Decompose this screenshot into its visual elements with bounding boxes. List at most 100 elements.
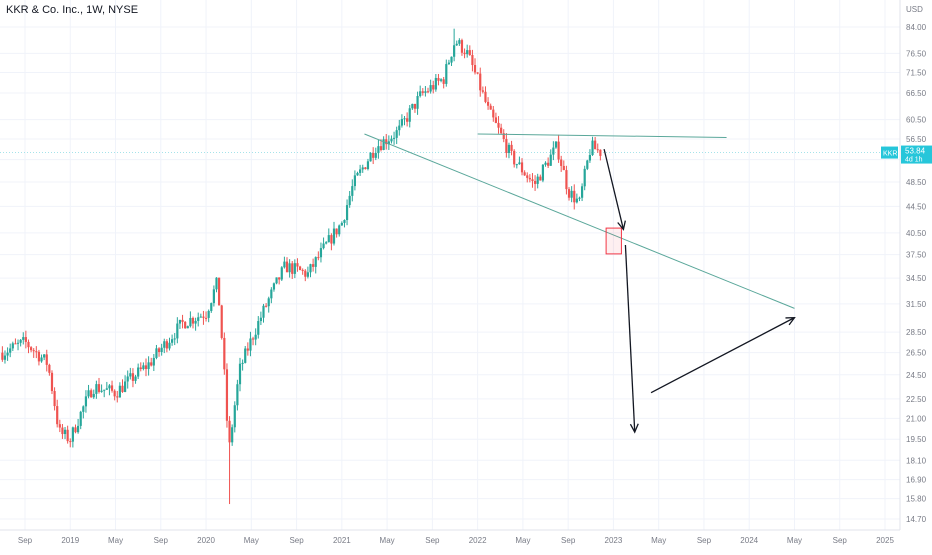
- candle: [43, 354, 46, 361]
- candle: [144, 358, 148, 377]
- last-price-badge: [901, 145, 932, 164]
- time-tick-label: 2021: [333, 536, 351, 545]
- candle: [184, 320, 187, 329]
- candle-body: [37, 351, 41, 362]
- candle-body: [87, 390, 90, 397]
- candle-body: [330, 235, 333, 244]
- candle-body: [176, 323, 179, 339]
- candle-body: [181, 319, 184, 322]
- candle-body: [74, 427, 77, 433]
- candle: [432, 80, 435, 94]
- candle: [220, 304, 223, 340]
- candle-body: [50, 372, 54, 392]
- candle: [82, 405, 85, 419]
- candle-body: [364, 167, 367, 170]
- candle: [278, 277, 281, 285]
- candle-body: [484, 91, 487, 102]
- candle: [552, 141, 555, 161]
- candle-body: [466, 50, 469, 55]
- candle: [3, 350, 7, 364]
- candle-body: [197, 317, 200, 321]
- candle-body: [351, 186, 354, 196]
- candle-body: [400, 119, 404, 126]
- candle-body: [241, 362, 244, 364]
- candle: [450, 56, 453, 66]
- candle: [588, 149, 592, 163]
- candle: [505, 133, 508, 158]
- candle-body: [468, 50, 471, 56]
- candle-body: [562, 165, 565, 171]
- candle-body: [278, 277, 281, 280]
- candle-body: [139, 367, 142, 369]
- candle: [241, 359, 244, 371]
- candle-body: [343, 220, 346, 223]
- candle-body: [121, 385, 124, 392]
- candle-body: [327, 235, 330, 243]
- candle: [364, 166, 367, 170]
- candle: [539, 174, 542, 181]
- candle-body: [594, 140, 597, 150]
- candle-body: [560, 159, 563, 166]
- candle: [528, 174, 531, 183]
- candle: [442, 76, 445, 89]
- candle: [265, 303, 268, 308]
- candle: [419, 85, 422, 98]
- candle: [9, 343, 12, 358]
- candle-body: [90, 390, 93, 398]
- candle: [327, 228, 330, 243]
- currency-label: USD: [906, 5, 923, 14]
- candle: [32, 348, 35, 358]
- time-tick-label: 2019: [61, 536, 79, 545]
- candle: [223, 332, 226, 375]
- candle-body: [129, 373, 132, 377]
- candle: [544, 161, 547, 167]
- candle-body: [518, 162, 521, 165]
- candle: [246, 342, 249, 356]
- candle: [497, 116, 500, 134]
- time-tick-label: Sep: [289, 536, 304, 545]
- candle: [228, 416, 231, 505]
- candle-body: [1, 352, 4, 360]
- candle: [408, 105, 411, 128]
- candle-body: [392, 137, 396, 139]
- candle: [382, 136, 385, 151]
- candles: [1, 28, 602, 505]
- candle: [385, 133, 388, 150]
- candle: [426, 87, 430, 94]
- candle: [458, 38, 461, 46]
- candle-body: [353, 175, 356, 187]
- arrow-down-1: [603, 148, 626, 231]
- candle: [312, 258, 315, 272]
- time-tick-label: May: [244, 536, 259, 545]
- candle: [19, 339, 22, 347]
- candle: [69, 438, 72, 448]
- candle-body: [356, 172, 359, 176]
- candle-body: [411, 103, 414, 109]
- candle-body: [476, 72, 479, 74]
- time-tick-label: Sep: [18, 536, 33, 545]
- candle: [189, 311, 192, 328]
- candle: [468, 45, 471, 56]
- candle-body: [434, 77, 437, 90]
- time-tick-label: 2023: [605, 536, 623, 545]
- candle: [507, 142, 511, 159]
- candle: [103, 389, 106, 398]
- candle: [40, 354, 43, 363]
- candle-body: [319, 248, 323, 258]
- candle: [58, 419, 61, 433]
- price-tick-label: 24.50: [906, 371, 927, 380]
- candle: [583, 165, 586, 191]
- candle-body: [570, 190, 573, 198]
- candle-body: [424, 91, 427, 93]
- candle-body: [126, 376, 129, 382]
- candle-body: [113, 390, 116, 397]
- candle-body: [458, 40, 461, 44]
- candle: [100, 384, 103, 393]
- candle-body: [3, 355, 7, 360]
- candle: [108, 384, 111, 396]
- arrow-up: [650, 316, 796, 394]
- time-tick-label: May: [787, 536, 802, 545]
- candle-body: [406, 118, 409, 122]
